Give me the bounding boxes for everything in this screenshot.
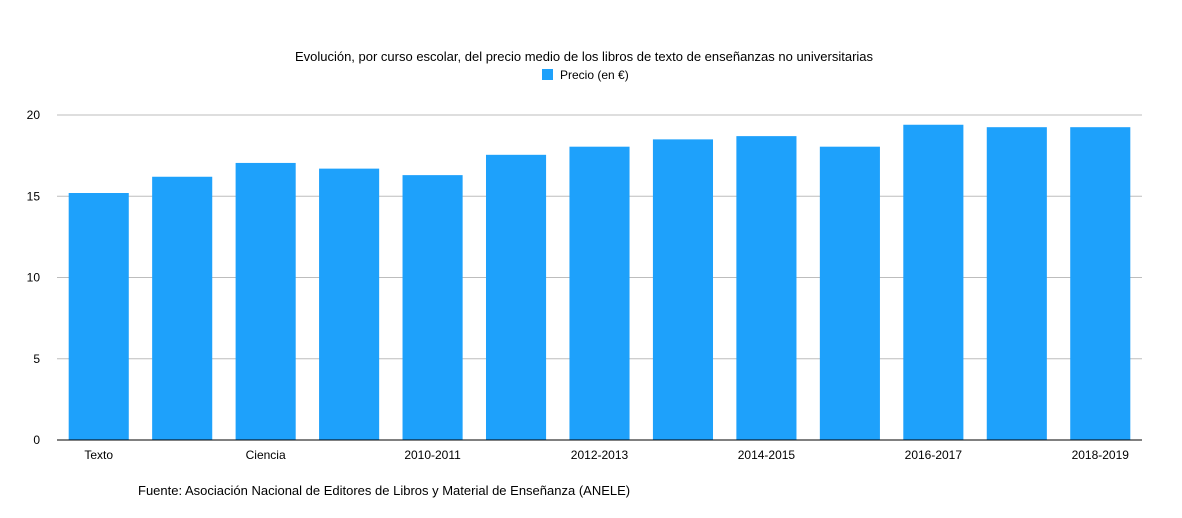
legend-label: Precio (en €) xyxy=(560,68,629,82)
bar xyxy=(569,146,630,440)
bar xyxy=(402,175,463,440)
x-tick-label: 2014-2015 xyxy=(738,448,796,462)
y-axis: 0 5 10 15 20 xyxy=(27,108,41,447)
y-tick-label: 5 xyxy=(33,352,40,366)
y-tick-label: 20 xyxy=(27,108,41,122)
bar xyxy=(319,168,380,440)
bar xyxy=(235,162,296,440)
x-tick-label: 2016-2017 xyxy=(905,448,963,462)
bar xyxy=(652,139,714,440)
x-tick-label: 2018-2019 xyxy=(1072,448,1130,462)
bar xyxy=(986,127,1047,440)
chart-title: Evolución, por curso escolar, del precio… xyxy=(295,49,874,64)
x-tick-label: 2010-2011 xyxy=(404,448,461,462)
bar xyxy=(152,176,213,440)
x-tick-label: Texto xyxy=(84,448,113,462)
bar xyxy=(68,193,129,440)
x-tick-label: Ciencia xyxy=(246,448,286,462)
legend-swatch xyxy=(542,69,553,80)
bars xyxy=(68,124,1131,440)
bar xyxy=(903,124,964,440)
y-tick-label: 0 xyxy=(33,433,40,447)
bar xyxy=(485,154,547,440)
bar xyxy=(736,136,797,440)
legend: Precio (en €) xyxy=(542,68,629,82)
bar xyxy=(1070,127,1131,440)
bar xyxy=(819,146,880,440)
x-axis: Texto Ciencia 2010-2011 2012-2013 2014-2015 2… xyxy=(84,448,1129,462)
y-tick-label: 15 xyxy=(27,189,41,203)
source-note: Fuente: Asociación Nacional de Editores … xyxy=(138,483,630,498)
y-tick-label: 10 xyxy=(27,271,41,285)
x-tick-label: 2012-2013 xyxy=(571,448,629,462)
